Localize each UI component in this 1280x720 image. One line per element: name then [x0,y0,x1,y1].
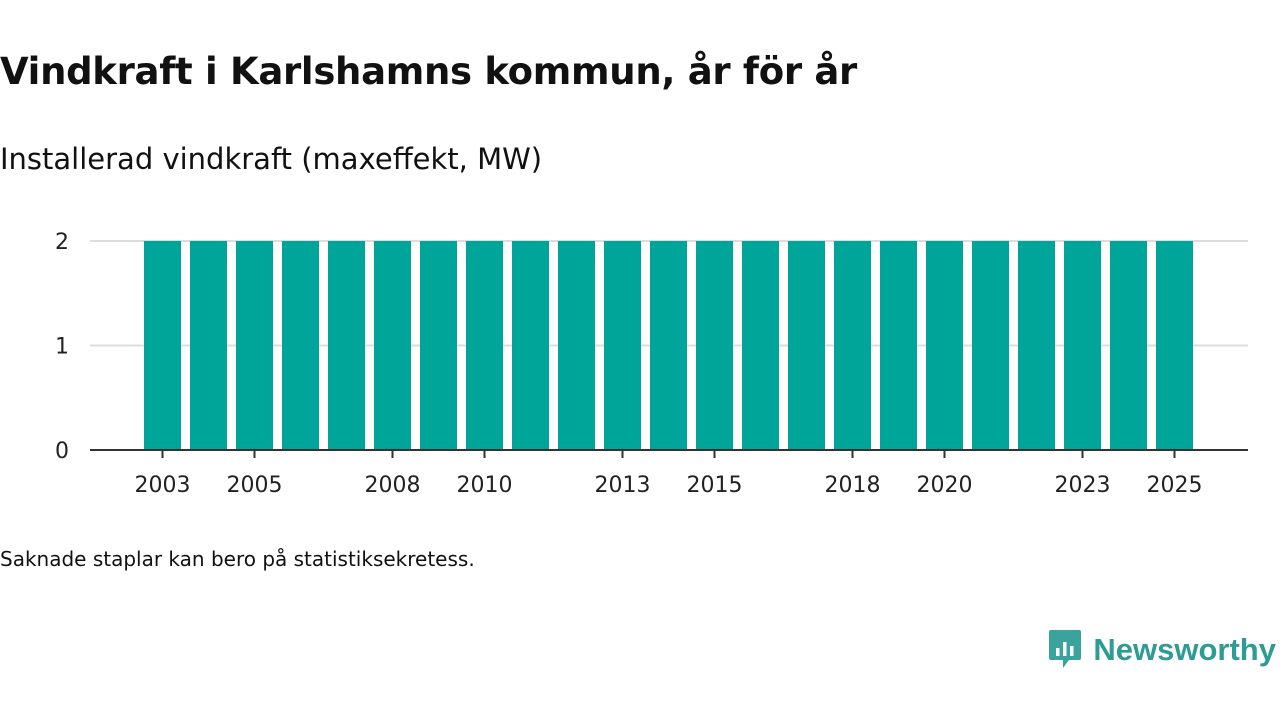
footnote: Saknade staplar kan bero på statistiksek… [0,547,475,571]
brand-name: Newsworthy [1093,632,1276,667]
x-tick-label: 2023 [1055,473,1111,498]
x-axis [90,449,1248,458]
y-tick-label: 2 [55,230,69,255]
bar-2018[interactable] [834,241,871,450]
x-tick-label: 2018 [825,473,881,498]
x-tick-label: 2010 [457,473,513,498]
x-tick-label: 2020 [917,473,973,498]
x-axis-labels: 2003 2005 2008 2010 2013 2015 2018 2020 2023 2025 [135,473,1203,498]
brand-logo[interactable]: Newsworthy [1047,628,1276,672]
bar-2016[interactable] [742,241,779,450]
y-tick-label: 0 [55,439,69,464]
bar-2021[interactable] [972,241,1009,450]
bar-2023[interactable] [1064,241,1101,450]
x-tick-label: 2003 [135,473,191,498]
x-tick-label: 2015 [687,473,743,498]
bar-2005[interactable] [236,241,273,450]
bar-2011[interactable] [512,241,549,450]
bar-2020[interactable] [926,241,963,450]
bar-2019[interactable] [880,241,917,450]
bars [144,241,1193,450]
bar-2006[interactable] [282,241,319,450]
y-axis-labels: 0 1 2 [55,230,69,464]
bar-2013[interactable] [604,241,641,450]
chart-title: Vindkraft i Karlshamns kommun, år för år [0,50,857,93]
bar-2010[interactable] [466,241,503,450]
bar-2022[interactable] [1018,241,1055,450]
x-tick-label: 2013 [595,473,651,498]
bar-2009[interactable] [420,241,457,450]
bar-2025[interactable] [1156,241,1193,450]
bar-2024[interactable] [1110,241,1147,450]
x-tick-label: 2025 [1147,473,1203,498]
bar-2003[interactable] [144,241,181,450]
bar-2014[interactable] [650,241,687,450]
bar-2004[interactable] [190,241,227,450]
y-tick-label: 1 [55,335,69,360]
bar-2017[interactable] [788,241,825,450]
bar-2012[interactable] [558,241,595,450]
x-tick-label: 2008 [365,473,421,498]
bar-2008[interactable] [374,241,411,450]
chart-subtitle: Installerad vindkraft (maxeffekt, MW) [0,142,543,176]
x-tick-label: 2005 [227,473,283,498]
bar-2015[interactable] [696,241,733,450]
newsworthy-logo-icon [1049,630,1082,668]
bar-chart: 0 1 2 2003 2005 2008 2010 2013 2015 2018 2020 2023… [55,230,1248,498]
bar-2007[interactable] [328,241,365,450]
